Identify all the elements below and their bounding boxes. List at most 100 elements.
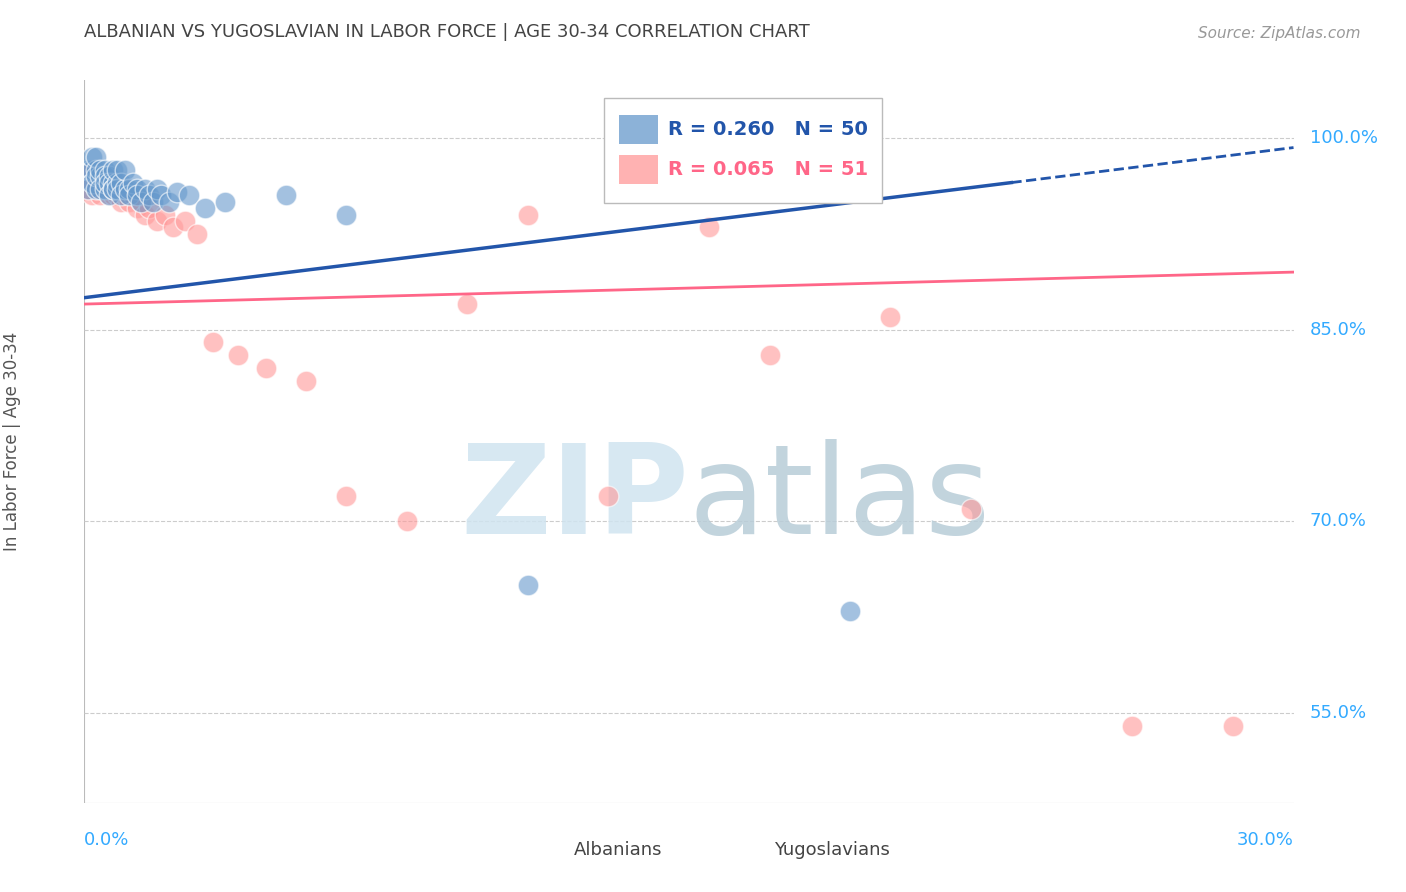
Point xyxy=(125,201,148,215)
Point xyxy=(89,169,111,184)
Point xyxy=(129,194,152,209)
Point xyxy=(516,578,538,592)
Point xyxy=(101,176,124,190)
Point xyxy=(121,176,143,190)
Text: atlas: atlas xyxy=(689,439,991,560)
Point xyxy=(335,208,357,222)
Point xyxy=(101,182,124,196)
Point xyxy=(82,188,104,202)
Text: 55.0%: 55.0% xyxy=(1309,705,1367,723)
Point xyxy=(89,188,111,202)
Point xyxy=(118,182,141,196)
Point xyxy=(214,194,236,209)
Point xyxy=(97,188,120,202)
Point xyxy=(134,208,156,222)
Point xyxy=(125,188,148,202)
Point xyxy=(118,194,141,209)
Point xyxy=(202,335,225,350)
Point xyxy=(77,182,100,196)
Point xyxy=(89,162,111,177)
Point xyxy=(121,188,143,202)
Text: Albanians: Albanians xyxy=(574,841,662,859)
Text: Yugoslavians: Yugoslavians xyxy=(773,841,890,859)
Point xyxy=(86,169,108,184)
Text: 100.0%: 100.0% xyxy=(1309,128,1378,147)
Point xyxy=(89,182,111,196)
Text: 85.0%: 85.0% xyxy=(1309,320,1367,339)
Point xyxy=(162,220,184,235)
FancyBboxPatch shape xyxy=(619,154,658,184)
Point xyxy=(110,182,132,196)
Point xyxy=(1222,719,1244,733)
Point xyxy=(82,176,104,190)
Point xyxy=(194,201,217,215)
Point xyxy=(295,374,318,388)
Point xyxy=(89,182,111,196)
Point xyxy=(86,169,108,184)
Point xyxy=(110,188,132,202)
Text: 30.0%: 30.0% xyxy=(1237,831,1294,849)
Point xyxy=(186,227,208,241)
Point xyxy=(395,515,418,529)
FancyBboxPatch shape xyxy=(524,838,561,862)
FancyBboxPatch shape xyxy=(605,98,883,203)
Point xyxy=(97,176,120,190)
Point xyxy=(598,489,620,503)
Point xyxy=(105,188,128,202)
Point xyxy=(960,501,983,516)
Point xyxy=(82,162,104,177)
Text: In Labor Force | Age 30-34: In Labor Force | Age 30-34 xyxy=(3,332,21,551)
Point xyxy=(697,220,720,235)
Point xyxy=(149,188,172,202)
Point xyxy=(93,176,115,190)
Point xyxy=(101,162,124,177)
Point xyxy=(274,188,297,202)
Text: ZIP: ZIP xyxy=(460,439,689,560)
Point xyxy=(101,182,124,196)
Text: Source: ZipAtlas.com: Source: ZipAtlas.com xyxy=(1198,26,1360,40)
Point xyxy=(97,169,120,184)
Point xyxy=(93,169,115,184)
Point xyxy=(879,310,901,324)
Point xyxy=(1121,719,1143,733)
FancyBboxPatch shape xyxy=(724,838,761,862)
Point xyxy=(516,208,538,222)
Point xyxy=(93,182,115,196)
Point xyxy=(456,297,478,311)
Point xyxy=(174,214,197,228)
Point xyxy=(129,194,152,209)
Point xyxy=(226,348,249,362)
Point xyxy=(82,162,104,177)
Point xyxy=(93,176,115,190)
Point xyxy=(114,182,136,196)
Point xyxy=(157,194,180,209)
Point xyxy=(110,176,132,190)
Point xyxy=(105,182,128,196)
Point xyxy=(146,182,169,196)
Point xyxy=(114,182,136,196)
Point xyxy=(86,162,108,177)
Point xyxy=(77,162,100,177)
Point xyxy=(86,182,108,196)
Point xyxy=(146,214,169,228)
Point xyxy=(86,182,108,196)
Point xyxy=(142,194,165,209)
Point xyxy=(125,182,148,196)
Point xyxy=(101,176,124,190)
Point xyxy=(105,176,128,190)
Text: 70.0%: 70.0% xyxy=(1309,513,1367,531)
Point xyxy=(86,150,108,164)
Point xyxy=(97,176,120,190)
FancyBboxPatch shape xyxy=(619,115,658,144)
Point xyxy=(97,182,120,196)
Point xyxy=(758,348,780,362)
Point xyxy=(114,188,136,202)
Text: ALBANIAN VS YUGOSLAVIAN IN LABOR FORCE | AGE 30-34 CORRELATION CHART: ALBANIAN VS YUGOSLAVIAN IN LABOR FORCE |… xyxy=(84,22,810,40)
Point xyxy=(97,188,120,202)
Point xyxy=(82,150,104,164)
Point xyxy=(86,176,108,190)
Text: R = 0.260   N = 50: R = 0.260 N = 50 xyxy=(668,120,869,139)
Point xyxy=(89,169,111,184)
Point xyxy=(77,169,100,184)
Point xyxy=(105,182,128,196)
